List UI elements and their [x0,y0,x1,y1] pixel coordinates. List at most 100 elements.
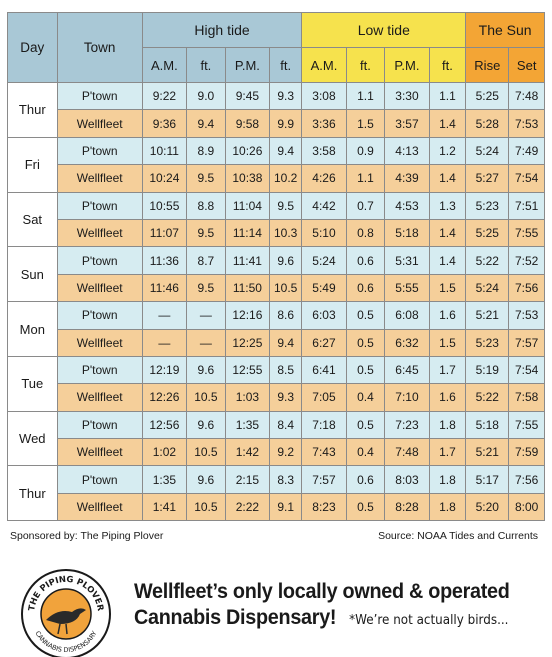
cell-low-pm: 5:31 [384,246,430,275]
town-label: Wellfleet [56,383,143,412]
cell-high-pm-ft: 8.5 [268,355,303,385]
cell-low-am: 5:10 [301,218,347,248]
cell-high-pm-ft: 9.5 [268,191,303,220]
cell-low-am-ft: 0.5 [345,301,386,330]
cell-low-pm: 4:13 [384,136,430,166]
tide-table-container: Day Town High tide Low tide The Sun A.M.… [7,12,545,522]
cell-high-am-ft: 10.5 [185,438,226,467]
cell-low-pm-ft: 1.4 [428,109,467,138]
cell-high-pm-ft: 9.3 [268,383,303,412]
header-high-pm: P.M. [224,47,270,83]
town-label: Wellfleet [56,328,143,357]
header-low-pm-ft: ft. [428,47,467,83]
cell-set: 7:48 [508,81,545,111]
cell-high-am: 11:46 [141,273,187,303]
cell-low-am: 7:05 [301,383,347,412]
table-row: Sun P'town 11:36 8.7 11:41 9.6 5:24 0.6 5:31 1.4 5… [7,246,545,303]
cell-high-am-ft: — [185,301,226,330]
cell-rise: 5:25 [465,218,510,248]
cell-low-am: 3:58 [301,136,347,166]
cell-high-am: 10:55 [141,191,187,220]
cell-high-pm: 11:50 [224,273,270,303]
header-day: Day [7,12,58,83]
cell-high-pm-ft: 9.9 [268,109,303,138]
cell-low-pm-ft: 1.1 [428,81,467,111]
ad-headline-line1: Wellfleet’s only locally owned & operate… [134,579,510,603]
cell-low-pm: 5:18 [384,218,430,248]
tide-table-body: Thur P'town 9:22 9.0 9:45 9.3 3:08 1.1 3:30 1.1 5:… [7,81,545,522]
day-label: Thur [7,465,58,522]
town-label: P'town [56,81,143,111]
cell-low-am: 7:43 [301,438,347,467]
day-label: Sun [7,246,58,303]
cell-low-pm: 3:57 [384,109,430,138]
cell-low-pm-ft: 1.8 [428,410,467,440]
day-label: Fri [7,136,58,193]
cell-high-pm: 11:04 [224,191,270,220]
cell-high-pm: 1:42 [224,438,270,467]
cell-low-am-ft: 0.6 [345,465,386,494]
cell-high-am: 11:36 [141,246,187,275]
cell-low-am-ft: 1.5 [345,109,386,138]
cell-high-pm: 10:38 [224,164,270,193]
header-the-sun: The Sun [465,12,545,48]
cell-set: 7:55 [508,410,545,440]
cell-high-am: 11:07 [141,218,187,248]
cell-low-am: 6:03 [301,301,347,330]
cell-high-am: 9:36 [141,109,187,138]
cell-low-pm-ft: 1.6 [428,301,467,330]
cell-high-am: 1:02 [141,438,187,467]
header-high-tide: High tide [141,12,303,48]
cell-rise: 5:17 [465,465,510,494]
cell-low-am: 7:18 [301,410,347,440]
cell-high-pm-ft: 8.4 [268,410,303,440]
cell-high-am: 12:56 [141,410,187,440]
cell-low-am: 4:42 [301,191,347,220]
cell-high-am-ft: 9.0 [185,81,226,111]
cell-set: 7:51 [508,191,545,220]
cell-set: 8:00 [508,492,545,522]
cell-set: 7:56 [508,273,545,303]
day-label: Mon [7,301,58,357]
town-label: P'town [56,410,143,440]
cell-high-pm-ft: 10.5 [268,273,303,303]
table-row: Thur P'town 9:22 9.0 9:45 9.3 3:08 1.1 3:30 1.1 5:… [7,81,545,138]
cell-low-pm: 6:45 [384,355,430,385]
town-label: P'town [56,191,143,220]
cell-low-am-ft: 0.8 [345,218,386,248]
cell-rise: 5:18 [465,410,510,440]
town-label: Wellfleet [56,109,143,138]
cell-low-am: 5:24 [301,246,347,275]
cell-low-pm: 7:23 [384,410,430,440]
town-label: Wellfleet [56,438,143,467]
cell-low-pm-ft: 1.3 [428,191,467,220]
cell-high-am-ft: 9.5 [185,164,226,193]
cell-rise: 5:22 [465,383,510,412]
cell-low-pm: 8:28 [384,492,430,522]
table-row: Wed P'town 12:56 9.6 1:35 8.4 7:18 0.5 7:23 1.8 5:… [7,410,545,467]
cell-low-pm-ft: 1.8 [428,492,467,522]
day-label: Sat [7,191,58,248]
cell-high-pm: 1:35 [224,410,270,440]
ad-headline: Wellfleet’s only locally owned & operate… [134,578,511,634]
cell-rise: 5:28 [465,109,510,138]
cell-high-pm-ft: 9.2 [268,438,303,467]
cell-low-am: 5:49 [301,273,347,303]
cell-low-pm: 4:39 [384,164,430,193]
day-label: Thur [7,82,58,138]
cell-rise: 5:24 [465,136,510,166]
header-sunset: Set [508,47,545,83]
cell-low-am-ft: 0.9 [345,136,386,166]
cell-rise: 5:25 [465,81,510,111]
cell-rise: 5:19 [465,355,510,385]
table-row: Wellfleet 11:07 9.5 11:14 10.3 5:10 0.8 5:18 1.4… [8,218,545,248]
cell-low-pm-ft: 1.5 [428,328,467,357]
cell-low-am: 7:57 [301,465,347,494]
cell-low-pm-ft: 1.2 [428,136,467,166]
cell-set: 7:54 [508,355,545,385]
cell-high-pm: 2:15 [224,465,270,494]
cell-high-pm: 12:25 [224,328,270,357]
town-label: Wellfleet [56,273,143,303]
cell-high-pm-ft: 9.1 [268,492,303,522]
cell-high-pm: 12:55 [224,355,270,385]
